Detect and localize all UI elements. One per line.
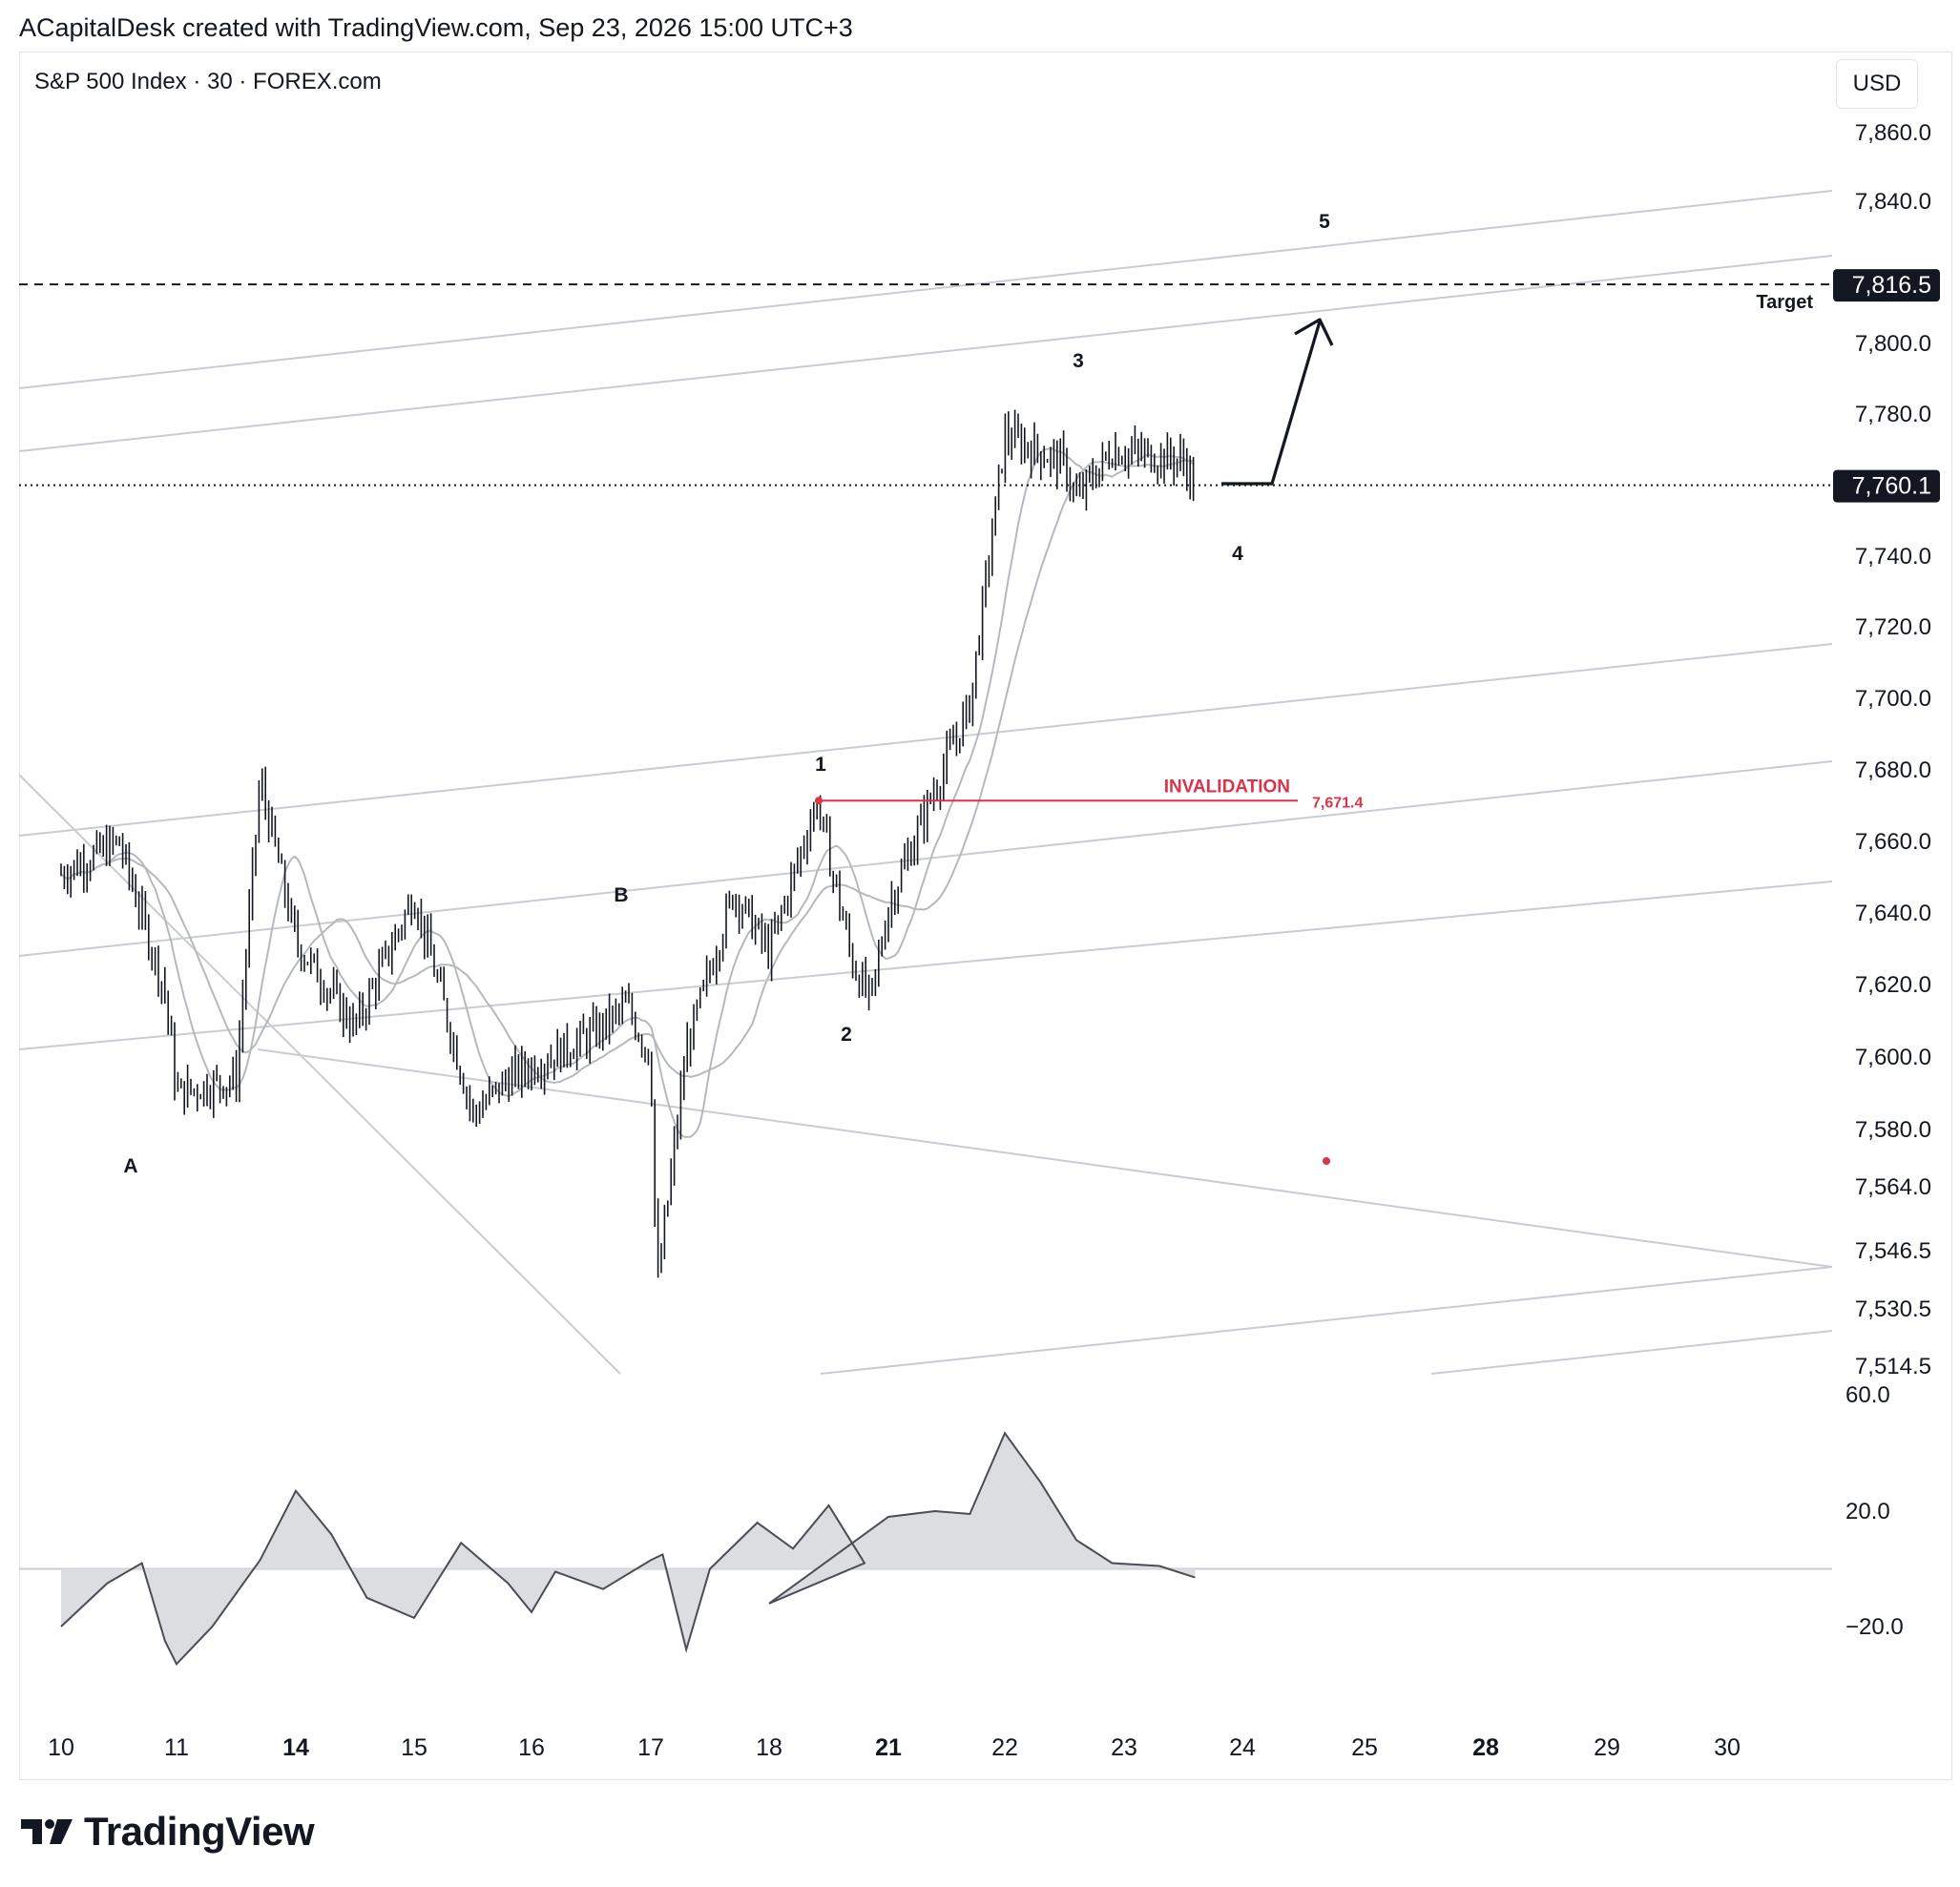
channel-line [18,255,1833,452]
channel-line [18,190,1833,389]
moving-averages [60,446,1195,1138]
wave-label-4: 4 [1232,543,1243,565]
moving-average-slow [60,459,1194,1085]
wave-label-1: 1 [815,754,826,776]
price-tick-label: 7,514.5 [1855,1354,1931,1379]
last-price-badge [1833,469,1940,503]
wave-label-b: B [614,884,628,906]
oscillator-pane [19,1431,1832,1667]
time-tick-label: 29 [1594,1734,1620,1761]
projection-arrowhead [1294,318,1334,346]
channel-line [820,1266,1833,1375]
price-tick-label: 7,640.0 [1855,901,1931,926]
time-axis[interactable]: 10 11 14 15 16 17 18 21 22 23 24 25 28 29 30 [48,1734,1741,1761]
price-tick-label: 7,580.0 [1855,1117,1931,1143]
channel-line [18,760,1833,957]
time-tick-label: 17 [637,1734,664,1761]
time-tick-label: 10 [48,1734,74,1761]
price-tick-label: 7,720.0 [1855,614,1931,640]
time-tick-label: 25 [1351,1734,1378,1761]
wave-label-2: 2 [841,1024,852,1046]
target-label: Target [1756,292,1813,313]
chart-frame [19,52,1952,1780]
price-tick-label: 7,530.5 [1855,1296,1931,1322]
last-price-badge-label: 7,760.1 [1852,473,1931,500]
price-axis[interactable]: 60.0 20.0 −20.0 7,860.0 7,840.0 7,800.0 7,780.… [1833,120,1940,1640]
channel-line [1430,1330,1833,1375]
price-tick-label: 7,546.5 [1855,1238,1931,1264]
channel-line [257,1048,1833,1268]
time-tick-label: 22 [991,1734,1018,1761]
chart-attribution: ACapitalDesk created with TradingView.co… [19,13,853,42]
oscillator-area [61,1433,1196,1665]
tradingview-wordmark: TradingView [84,1809,315,1854]
price-tick-label: 7,600.0 [1855,1045,1931,1070]
target-price-badge-label: 7,816.5 [1852,272,1931,299]
time-tick-label: 30 [1714,1734,1741,1761]
price-tick-label: 7,680.0 [1855,757,1931,783]
invalidation-anchor [815,797,823,805]
moving-average-fast [60,446,1195,1138]
currency-button[interactable]: USD [1836,59,1918,109]
trend-line [18,774,621,1375]
price-tick-label: 7,564.0 [1855,1174,1931,1200]
wave-label-3: 3 [1073,350,1084,372]
oscillator-line [60,1431,1196,1667]
tradingview-logo-icon [21,1819,73,1844]
candle-series [60,409,1195,1278]
price-tick-label: 7,700.0 [1855,686,1931,712]
time-tick-label: 11 [164,1734,189,1761]
price-tick-label: 7,620.0 [1855,972,1931,998]
projection-arrow [1221,318,1334,486]
time-tick-label: 18 [756,1734,782,1761]
time-tick-label: 23 [1111,1734,1137,1761]
price-tick-label: 7,660.0 [1855,829,1931,855]
channel-line [18,881,1833,1050]
time-tick-label: 24 [1229,1734,1256,1761]
diagonal-trend-line [18,774,621,1375]
price-tick-label: 7,780.0 [1855,402,1931,427]
wave-labels: A B 1 2 3 4 5 [123,211,1330,1177]
time-tick-label: 15 [401,1734,427,1761]
price-levels: Target INVALIDATION 7,671.4 [19,283,1832,1165]
time-tick-label: 21 [875,1734,902,1761]
oscillator-tick-label: −20.0 [1845,1614,1904,1640]
channel-line [18,643,1833,837]
wave-label-5: 5 [1319,211,1330,233]
oscillator-tick-label: 60.0 [1845,1382,1890,1408]
target-price-badge [1833,269,1940,302]
invalidation-value: 7,671.4 [1312,795,1363,811]
symbol-title[interactable]: S&P 500 Index · 30 · FOREX.com [34,69,382,94]
tradingview-logo[interactable]: TradingView [21,1809,315,1855]
price-tick-label: 7,740.0 [1855,544,1931,570]
marker-dot [1323,1157,1330,1165]
channel-lines [18,190,1833,1375]
wave-label-a: A [123,1155,137,1177]
invalidation-label: INVALIDATION [1164,777,1290,797]
price-tick-label: 7,860.0 [1855,120,1931,146]
price-tick-label: 7,840.0 [1855,189,1931,215]
time-tick-label: 28 [1472,1734,1499,1761]
time-tick-label: 16 [518,1734,545,1761]
time-tick-label: 14 [282,1734,309,1761]
oscillator-tick-label: 20.0 [1845,1499,1890,1524]
projection-path [1221,321,1322,486]
price-tick-label: 7,800.0 [1855,331,1931,357]
